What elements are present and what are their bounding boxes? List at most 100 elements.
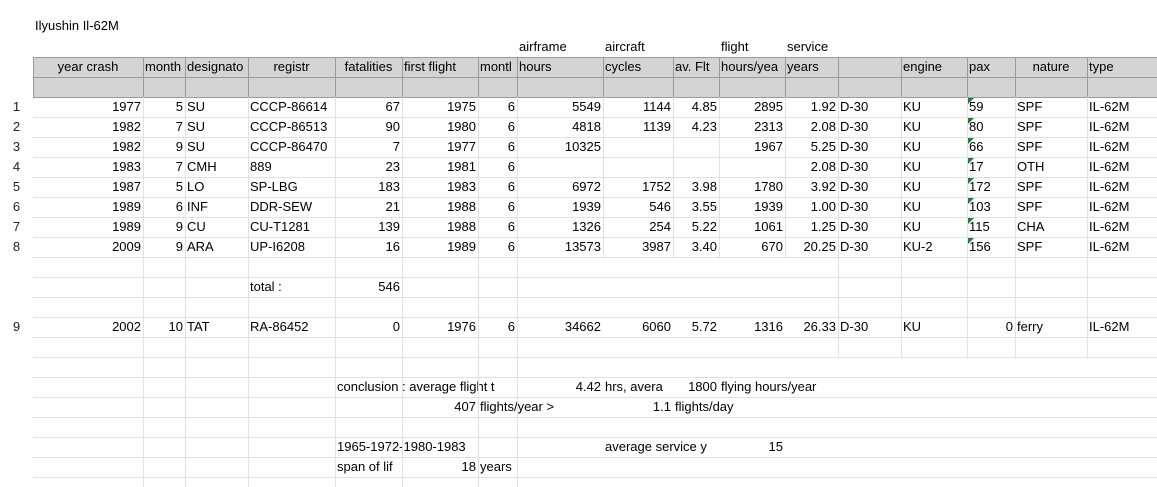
cell-av-flt[interactable]: 5.22 [691, 219, 717, 234]
cell-month[interactable]: 9 [175, 219, 183, 234]
sheet-title[interactable]: Ilyushin Il-62M [35, 18, 119, 33]
cell-hours-year[interactable]: 1316 [754, 319, 783, 334]
cell-service-years[interactable]: 3.92 [810, 179, 836, 194]
cell-type[interactable]: IL-62M [1089, 99, 1130, 114]
conclusion-flights-year-label[interactable]: flights/year > [480, 399, 555, 414]
cell-month[interactable]: 9 [175, 239, 183, 254]
cell-engine-variant[interactable]: KU-2 [903, 239, 933, 254]
cell-nature[interactable]: CHA [1017, 219, 1045, 234]
header-years[interactable]: years [787, 59, 819, 74]
cell-designator[interactable]: SU [187, 119, 206, 134]
cell-designator[interactable]: LO [187, 179, 205, 194]
cell-nature[interactable]: SPF [1017, 99, 1043, 114]
cell-engine-type[interactable]: D-30 [840, 199, 869, 214]
cell-fatalities[interactable]: 23 [385, 159, 400, 174]
cell-registration[interactable]: UP-I6208 [250, 239, 305, 254]
cell-pax[interactable]: 115 [969, 219, 990, 234]
cell-pax[interactable]: 0 [1005, 319, 1013, 334]
cell-month[interactable]: 10 [168, 319, 183, 334]
cell-engine-variant[interactable]: KU [903, 119, 922, 134]
cell-first-flight-month[interactable]: 6 [507, 319, 515, 334]
cell-airframe-hours[interactable]: 6972 [572, 179, 601, 194]
cell-airframe-hours[interactable]: 1939 [572, 199, 601, 214]
cell-fatalities[interactable]: 7 [392, 139, 400, 154]
cell-month[interactable]: 7 [175, 159, 183, 174]
conclusion-end[interactable]: flying hours/year [721, 379, 817, 394]
cell-av-flt[interactable]: 3.55 [691, 199, 717, 214]
cell-designator[interactable]: INF [187, 199, 208, 214]
cell-type[interactable]: IL-62M [1089, 119, 1130, 134]
cell-nature[interactable]: SPF [1017, 199, 1043, 214]
cell-first-flight-month[interactable]: 6 [507, 119, 515, 134]
cell-first-flight-month[interactable]: 6 [507, 99, 515, 114]
cell-hours-year[interactable]: 670 [761, 239, 783, 254]
cell-year-crash[interactable]: 1989 [112, 199, 141, 214]
cell-pax[interactable]: 17 [969, 159, 984, 174]
cell-year-crash[interactable]: 1977 [112, 99, 141, 114]
cell-service-years[interactable]: 1.92 [810, 99, 836, 114]
cell-cycles[interactable]: 6060 [642, 319, 671, 334]
cell-hours-year[interactable] [719, 157, 785, 177]
span-value[interactable]: 18 [461, 459, 476, 474]
cell-engine-type[interactable]: D-30 [840, 219, 869, 234]
cell-service-years[interactable]: 2.08 [810, 159, 836, 174]
cell-hours-year[interactable]: 1061 [754, 219, 783, 234]
conclusion-flights-day-label[interactable]: flights/day [675, 399, 734, 414]
cell-registration[interactable]: CU-T1281 [250, 219, 310, 234]
cell-year-crash[interactable]: 1982 [112, 139, 141, 154]
cell-fatalities[interactable]: 183 [378, 179, 400, 194]
cell-designator[interactable]: SU [187, 139, 206, 154]
cell-engine-variant[interactable]: KU [903, 179, 922, 194]
cell-cycles[interactable]: 1144 [643, 99, 671, 114]
cell-engine-type[interactable]: D-30 [840, 319, 869, 334]
avg-service-label[interactable]: average service y [605, 439, 707, 454]
conclusion-flights-year[interactable]: 407 [454, 399, 476, 414]
cell-airframe-hours[interactable]: 10325 [564, 139, 601, 154]
cell-designator[interactable]: ARA [187, 239, 214, 254]
cell-av-flt[interactable] [673, 157, 719, 177]
cell-first-flight[interactable]: 1975 [447, 99, 476, 114]
cell-service-years[interactable]: 1.00 [810, 199, 836, 214]
cell-service-years[interactable]: 20.25 [803, 239, 836, 254]
cell-engine-variant[interactable]: KU [903, 199, 922, 214]
cell-cycles[interactable]: 1139 [643, 119, 671, 134]
cell-hours-year[interactable]: 2313 [754, 119, 783, 134]
cell-engine-type[interactable]: D-30 [840, 239, 869, 254]
cell-first-flight[interactable]: 1988 [447, 219, 476, 234]
cell-pax[interactable]: 172 [969, 179, 991, 194]
cell-registration[interactable]: CCCP-86513 [250, 119, 328, 134]
cell-engine-type[interactable]: D-30 [840, 99, 869, 114]
cell-av-flt[interactable]: 5.72 [691, 319, 717, 334]
cell-service-years[interactable]: 2.08 [810, 119, 836, 134]
cell-nature[interactable]: SPF [1017, 139, 1043, 154]
cell-designator[interactable]: TAT [187, 319, 210, 334]
cell-year-crash[interactable]: 2009 [112, 239, 141, 254]
header-fatalities[interactable]: fatalities [344, 59, 393, 74]
cell-hours-year[interactable]: 1939 [754, 199, 783, 214]
cell-registration[interactable]: CCCP-86470 [250, 139, 328, 154]
cell-registration[interactable]: DDR-SEW [250, 199, 313, 214]
cell-engine-type[interactable]: D-30 [840, 119, 869, 134]
cell-engine-type[interactable]: D-30 [840, 139, 869, 154]
cell-registration[interactable]: SP-LBG [250, 179, 298, 194]
cell-airframe-hours[interactable]: 13573 [564, 239, 601, 254]
cell-av-flt[interactable]: 4.85 [691, 99, 717, 114]
cell-month[interactable]: 5 [175, 99, 183, 114]
cell-first-flight[interactable]: 1977 [447, 139, 476, 154]
cell-fatalities[interactable]: 21 [385, 199, 400, 214]
cell-nature[interactable]: ferry [1017, 319, 1043, 334]
cell-type[interactable]: IL-62M [1089, 319, 1130, 334]
header-cycles[interactable]: cycles [605, 59, 642, 74]
cell-type[interactable]: IL-62M [1089, 159, 1130, 174]
cell-pax[interactable]: 66 [969, 139, 984, 154]
cell-first-flight[interactable]: 1981 [447, 159, 476, 174]
cell-year-crash[interactable]: 1983 [112, 159, 141, 174]
cell-av-flt[interactable]: 3.40 [691, 239, 717, 254]
conclusion-mid[interactable]: hrs, avera [605, 379, 663, 394]
header-av-flt[interactable]: av. Flt [675, 59, 710, 74]
cell-fatalities[interactable]: 67 [385, 99, 400, 114]
header-first-flight[interactable]: first flight [404, 59, 457, 74]
header-registr[interactable]: registr [273, 59, 310, 74]
avg-service-value[interactable]: 15 [768, 439, 783, 454]
cell-type[interactable]: IL-62M [1089, 199, 1130, 214]
